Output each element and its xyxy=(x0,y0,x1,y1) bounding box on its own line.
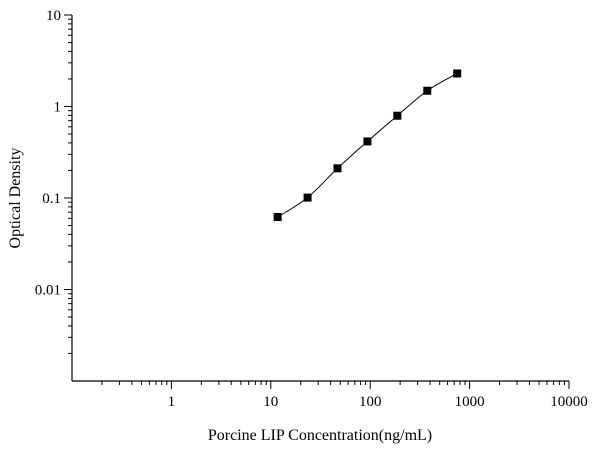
y-tick-label: 0.01 xyxy=(35,283,61,299)
data-point-marker xyxy=(363,137,372,146)
data-point-marker xyxy=(333,164,342,173)
y-tick-label: 1 xyxy=(54,100,62,116)
x-tick-label: 10000 xyxy=(550,394,588,410)
y-tick-label: 10 xyxy=(46,8,61,24)
x-tick-label: 10 xyxy=(263,394,278,410)
axes xyxy=(71,15,569,382)
data-point-marker xyxy=(393,111,402,120)
x-axis-ticks: 1 10 100 1000 10000 xyxy=(101,381,588,410)
data-point-marker xyxy=(303,193,312,202)
data-point-marker xyxy=(423,86,432,95)
x-tick-label: 1000 xyxy=(455,394,485,410)
x-tick-label: 1 xyxy=(168,394,176,410)
data-point-marker xyxy=(273,212,282,221)
y-tick-label: 0.1 xyxy=(42,191,61,207)
y-axis-ticks: 0.01 0.1 1 10 xyxy=(35,8,72,354)
x-tick-label: 100 xyxy=(359,394,382,410)
data-points xyxy=(273,69,462,221)
x-axis-label: Porcine LIP Concentration(ng/mL) xyxy=(208,427,432,444)
y-axis-label: Optical Density xyxy=(7,148,24,249)
data-point-marker xyxy=(453,69,462,78)
